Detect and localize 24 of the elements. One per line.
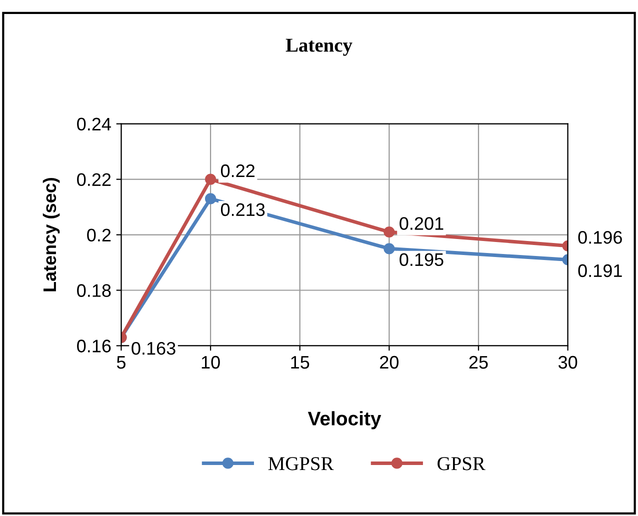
data-label: 0.196 [578,230,622,244]
y-axis-title: Latency (sec) [42,178,60,292]
x-tick-label: 25 [469,356,488,369]
data-label: 0.195 [400,253,444,266]
legend-label: GPSR [438,457,486,470]
chart-title: Latency [286,38,352,56]
x-tick-label: 5 [116,356,126,369]
x-tick-label: 30 [558,356,578,369]
y-tick-label: 0.2 [87,228,111,242]
x-tick-label: 20 [380,356,399,369]
legend-label: MGPSR [268,457,334,470]
data-label: 0.163 [132,342,176,355]
data-label: 0.191 [578,264,622,278]
x-tick-label: 15 [291,356,310,369]
y-tick-label: 0.16 [77,340,111,352]
y-tick-label: 0.24 [77,118,111,131]
y-tick-label: 0.18 [77,284,111,297]
x-axis-title: Velocity [308,411,382,430]
x-tick-label: 10 [202,356,220,369]
y-tick-label: 0.22 [77,173,111,186]
point [384,226,395,238]
data-label: 0.22 [220,164,254,178]
data-label: 0.201 [400,217,444,230]
data-label: 0.213 [220,203,265,216]
